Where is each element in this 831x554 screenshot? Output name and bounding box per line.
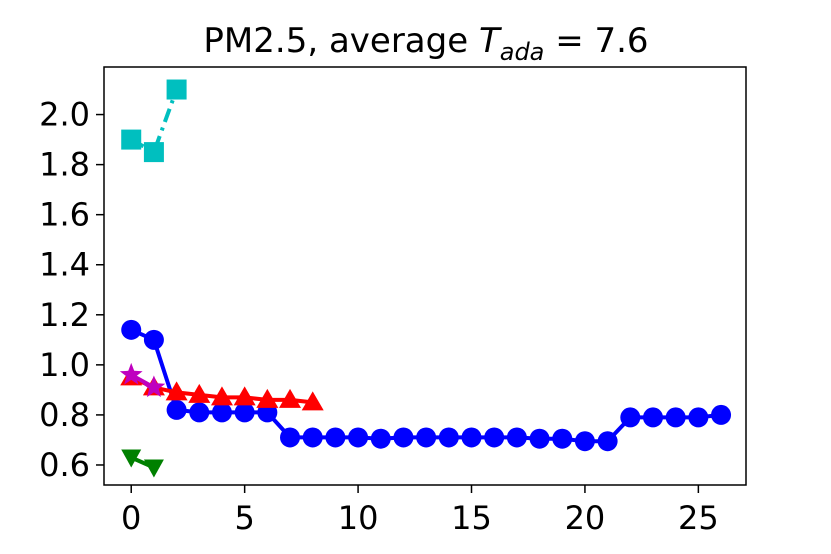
series-3-point-2: [142, 375, 166, 398]
series-1-point-8: [280, 427, 301, 448]
y-tick-label-7: 1.8: [39, 146, 90, 184]
series-1-point-2: [143, 329, 164, 350]
series-1-point-12: [370, 428, 391, 449]
series-1-point-1: [121, 319, 142, 340]
series-1-point-24: [642, 407, 663, 428]
series-2-point-3: [165, 381, 188, 401]
chart-title-subscript: ada: [500, 38, 545, 66]
series-1-point-6: [234, 402, 255, 423]
y-tick-label-2: 0.8: [39, 396, 90, 434]
chart-title-suffix: = 7.6: [544, 21, 648, 61]
x-tick-label-5: 5: [234, 499, 254, 537]
series-1-point-25: [665, 407, 686, 428]
y-tick-label-1: 0.6: [39, 446, 90, 484]
series-2-point-8: [279, 388, 302, 408]
series-1-point-22: [597, 431, 618, 452]
series-1-point-18: [506, 427, 527, 448]
series-4: [121, 79, 187, 163]
series-1-point-23: [620, 407, 641, 428]
series-5: [121, 449, 164, 478]
series-2-point-5: [210, 386, 233, 406]
series-1-point-3: [166, 399, 187, 420]
series-1-point-14: [416, 427, 437, 448]
series-1-point-11: [348, 427, 369, 448]
x-tick-label-25: 25: [678, 499, 719, 537]
series-1-point-15: [438, 427, 459, 448]
series-1-point-26: [688, 407, 709, 428]
series-1-point-19: [529, 428, 550, 449]
series-2-point-7: [256, 388, 279, 408]
x-tick-label-0: 0: [121, 499, 141, 537]
series-1-point-13: [393, 427, 414, 448]
series-4-point-2: [143, 142, 164, 163]
plot-frame: [103, 66, 747, 486]
series-1-point-16: [461, 427, 482, 448]
axes-layer: 0 5 10 15 20 25 0.6 0.8 1.0 1.2 1.4 1.6 1.8 2.0: [39, 66, 747, 537]
series-1-point-9: [302, 427, 323, 448]
chart-title-variable: T: [479, 21, 502, 61]
series-2-point-4: [188, 383, 211, 403]
series-4-point-1: [121, 129, 142, 150]
series-1-point-10: [325, 427, 346, 448]
series-3: [119, 362, 166, 398]
series-1-point-21: [574, 431, 595, 452]
series-1-point-5: [211, 402, 232, 423]
series-1-point-4: [189, 402, 210, 423]
y-tick-label-4: 1.2: [39, 296, 90, 334]
x-tick-label-20: 20: [565, 499, 606, 537]
series-3-point-1: [119, 362, 143, 385]
series-5-point-1: [121, 449, 142, 468]
plot-content: [119, 79, 732, 478]
x-tick-label-15: 15: [451, 499, 492, 537]
series-1: [121, 319, 732, 452]
chart-title: PM2.5, average Tada = 7.6: [203, 21, 648, 66]
chart-title-prefix: PM2.5, average: [203, 21, 479, 61]
series-1-point-27: [711, 404, 732, 425]
y-tick-label-8: 2.0: [39, 96, 90, 134]
y-tick-label-6: 1.6: [39, 196, 90, 234]
series-4-point-3: [166, 79, 187, 100]
series-2-point-6: [233, 386, 256, 406]
series-2-point-9: [301, 391, 324, 411]
series-5-point-2: [143, 459, 164, 478]
series-1-point-17: [484, 427, 505, 448]
series-1-point-20: [552, 428, 573, 449]
y-tick-label-3: 1.0: [39, 346, 90, 384]
y-tick-label-5: 1.4: [39, 246, 90, 284]
x-tick-label-10: 10: [338, 499, 379, 537]
